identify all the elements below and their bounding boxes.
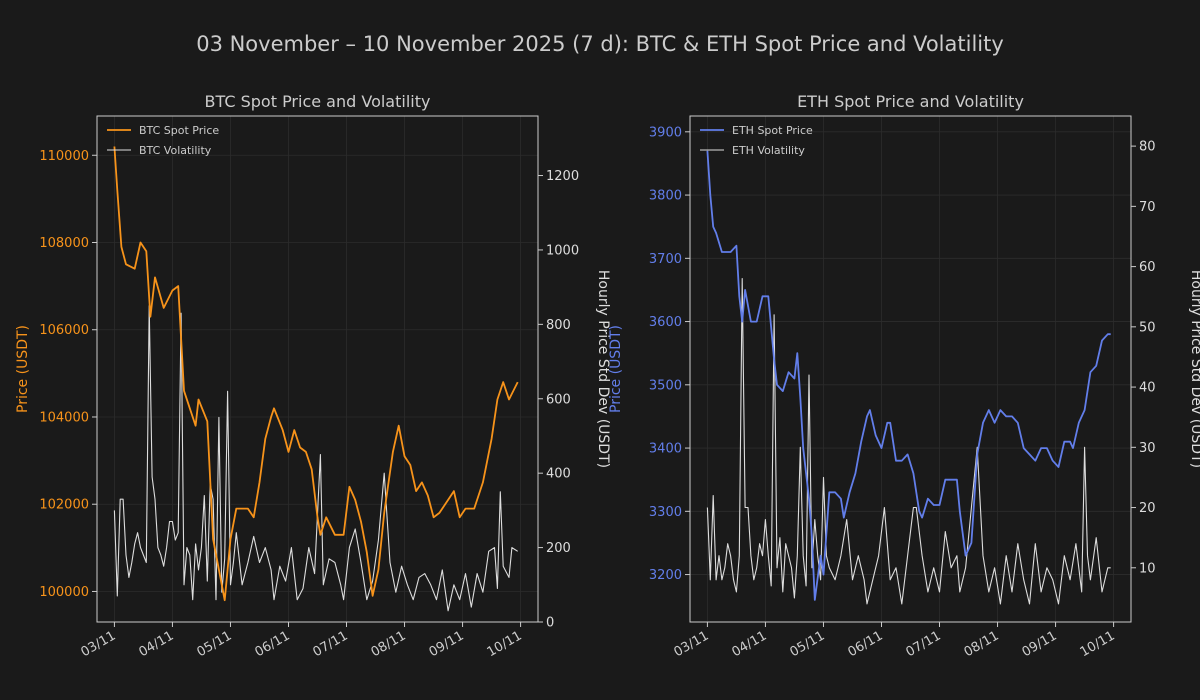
eth-panel-title: ETH Spot Price and Volatility <box>797 92 1024 111</box>
btc-x-tick-label: 06/11 <box>253 628 293 660</box>
btc-price-tick-label: 110000 <box>39 149 89 164</box>
eth-price-line <box>706 150 1111 601</box>
btc-x-tick-label: 05/11 <box>195 628 235 660</box>
btc-volatility-tick-label: 800 <box>546 318 571 333</box>
eth-price-tick-label: 3500 <box>649 378 682 393</box>
btc-volatility-tick-label: 1200 <box>546 169 579 184</box>
btc-plot-area <box>97 116 538 622</box>
btc-x-tick-label: 07/11 <box>311 628 351 660</box>
eth-x-tick-label: 05/11 <box>788 628 828 660</box>
eth-price-tick-label: 3600 <box>649 315 682 330</box>
eth-volatility-tick-label: 20 <box>1139 501 1156 516</box>
btc-axes-frame <box>96 115 539 623</box>
eth-plot-area <box>690 116 1131 622</box>
eth-legend-volatility-label: ETH Volatility <box>732 144 805 157</box>
btc-volatility-tick-label: 1000 <box>546 243 579 258</box>
eth-price-tick-label: 3800 <box>649 189 682 204</box>
btc-x-tick-label: 08/11 <box>369 628 409 660</box>
eth-x-tick-label: 08/11 <box>962 628 1002 660</box>
eth-price-tick-label: 3300 <box>649 505 682 520</box>
btc-price-tick-label: 100000 <box>39 585 89 600</box>
btc-price-tick-label: 104000 <box>39 410 89 425</box>
btc-volatility-tick-label: 200 <box>546 541 571 556</box>
eth-price-tick-label: 3200 <box>649 568 682 583</box>
eth-volatility-line <box>706 278 1111 605</box>
eth-volatility-tick-label: 60 <box>1139 260 1156 275</box>
btc-x-tick-label: 10/11 <box>485 628 525 660</box>
eth-panel: 03/11 04/11 05/11 06/11 07/11 08/11 09/11 10/11… <box>608 92 1200 660</box>
eth-price-tick-label: 3700 <box>649 252 682 267</box>
eth-volatility-tick-label: 30 <box>1139 441 1156 456</box>
btc-volatility-line <box>113 305 518 612</box>
btc-x-tick-label: 09/11 <box>427 628 467 660</box>
eth-volatility-tick-label: 40 <box>1139 381 1156 396</box>
eth-volatility-tick-label: 80 <box>1139 140 1156 155</box>
eth-x-tick-label: 03/11 <box>671 628 711 660</box>
eth-x-tick-label: 09/11 <box>1020 628 1060 660</box>
figure-title: 03 November – 10 November 2025 (7 d): BT… <box>196 32 1004 56</box>
eth-legend-price-label: ETH Spot Price <box>732 124 813 137</box>
btc-legend-volatility-label: BTC Volatility <box>139 144 212 157</box>
btc-price-tick-label: 102000 <box>39 498 89 513</box>
btc-price-tick-label: 108000 <box>39 236 89 251</box>
btc-price-axis-label: Price (USDT) <box>15 325 31 413</box>
btc-volatility-tick-label: 0 <box>546 616 554 631</box>
btc-volatility-tick-label: 600 <box>546 392 571 407</box>
eth-volatility-tick-label: 50 <box>1139 320 1156 335</box>
btc-price-line <box>113 146 519 602</box>
eth-price-axis-label: Price (USDT) <box>608 325 624 413</box>
btc-price-tick-label: 106000 <box>39 323 89 338</box>
eth-x-tick-label: 07/11 <box>904 628 944 660</box>
btc-x-tick-label: 04/11 <box>136 628 176 660</box>
btc-volatility-axis-label: Hourly Price Std Dev (USDT) <box>595 270 611 468</box>
eth-volatility-tick-label: 10 <box>1139 561 1156 576</box>
btc-panel: 03/11 04/11 05/11 06/11 07/11 08/11 09/11 10/11… <box>15 92 611 660</box>
eth-axes-frame <box>689 115 1132 623</box>
eth-price-tick-label: 3900 <box>649 125 682 140</box>
btc-panel-title: BTC Spot Price and Volatility <box>205 92 431 111</box>
eth-price-tick-label: 3400 <box>649 442 682 457</box>
btc-x-tick-label: 03/11 <box>78 628 118 660</box>
eth-x-tick-label: 10/11 <box>1078 628 1118 660</box>
eth-volatility-axis-label: Hourly Price Std Dev (USDT) <box>1188 270 1200 468</box>
btc-legend-price-label: BTC Spot Price <box>139 124 219 137</box>
btc-volatility-tick-label: 400 <box>546 467 571 482</box>
eth-x-tick-label: 06/11 <box>846 628 886 660</box>
eth-volatility-tick-label: 70 <box>1139 200 1156 215</box>
eth-x-tick-label: 04/11 <box>729 628 769 660</box>
